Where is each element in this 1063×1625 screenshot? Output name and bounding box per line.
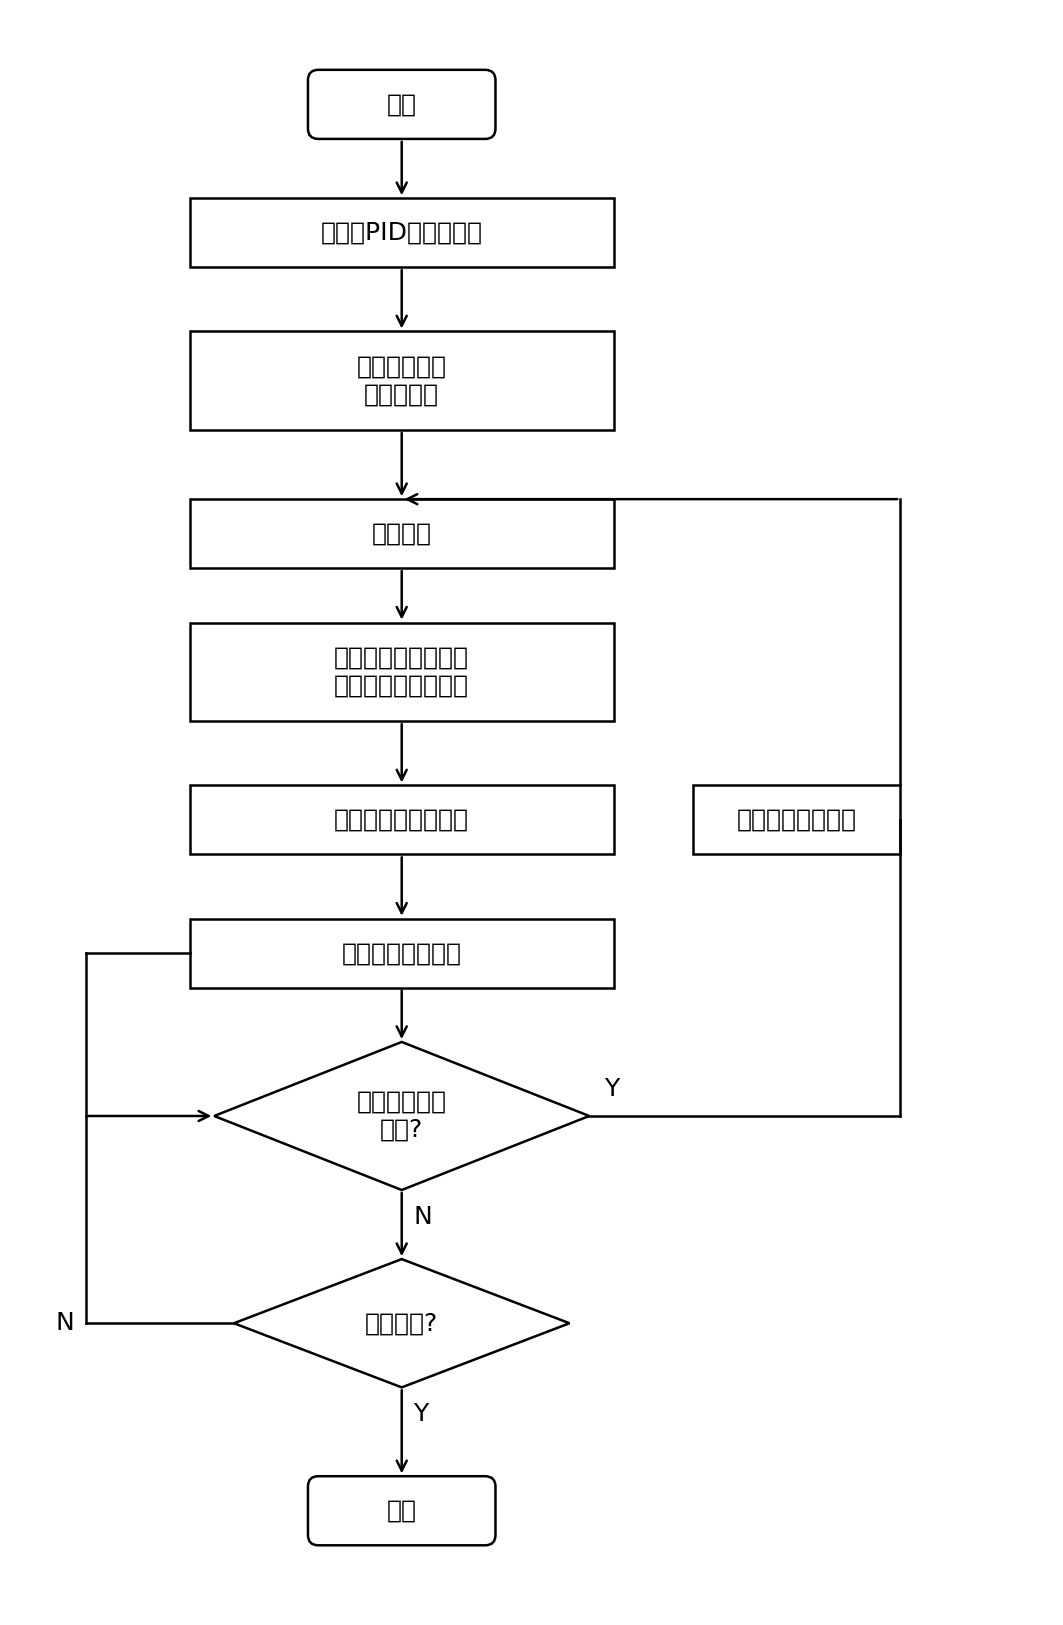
Bar [189,622,614,722]
Polygon shape [215,1042,589,1190]
Text: 计算偏差: 计算偏差 [372,522,432,546]
Bar [189,785,614,855]
Text: 一个采样周期
达到?: 一个采样周期 达到? [357,1090,446,1142]
Text: 结束程序?: 结束程序? [365,1311,438,1336]
Bar [693,785,900,855]
Polygon shape [234,1259,570,1388]
Text: Y: Y [414,1402,428,1427]
Text: 初始化PID控制器配置: 初始化PID控制器配置 [321,221,483,245]
Text: 开始: 开始 [387,93,417,117]
Text: 结束: 结束 [387,1498,417,1523]
Text: 计算补偿后的输出量: 计算补偿后的输出量 [334,808,469,832]
Bar [189,918,614,988]
Text: N: N [55,1311,74,1336]
FancyBboxPatch shape [308,70,495,138]
Text: N: N [414,1204,433,1228]
Bar [189,198,614,266]
Text: 读取压力计采样值: 读取压力计采样值 [737,808,857,832]
FancyBboxPatch shape [308,1476,495,1545]
Text: 计算比例和积分和微
分环节输出的变化量: 计算比例和积分和微 分环节输出的变化量 [334,647,469,697]
Bar [189,332,614,431]
Bar [189,499,614,569]
Text: 输出到调速控制器: 输出到调速控制器 [341,941,461,965]
Text: Y: Y [604,1077,620,1102]
Text: 设定标准值和
初始测量值: 设定标准值和 初始测量值 [357,354,446,406]
